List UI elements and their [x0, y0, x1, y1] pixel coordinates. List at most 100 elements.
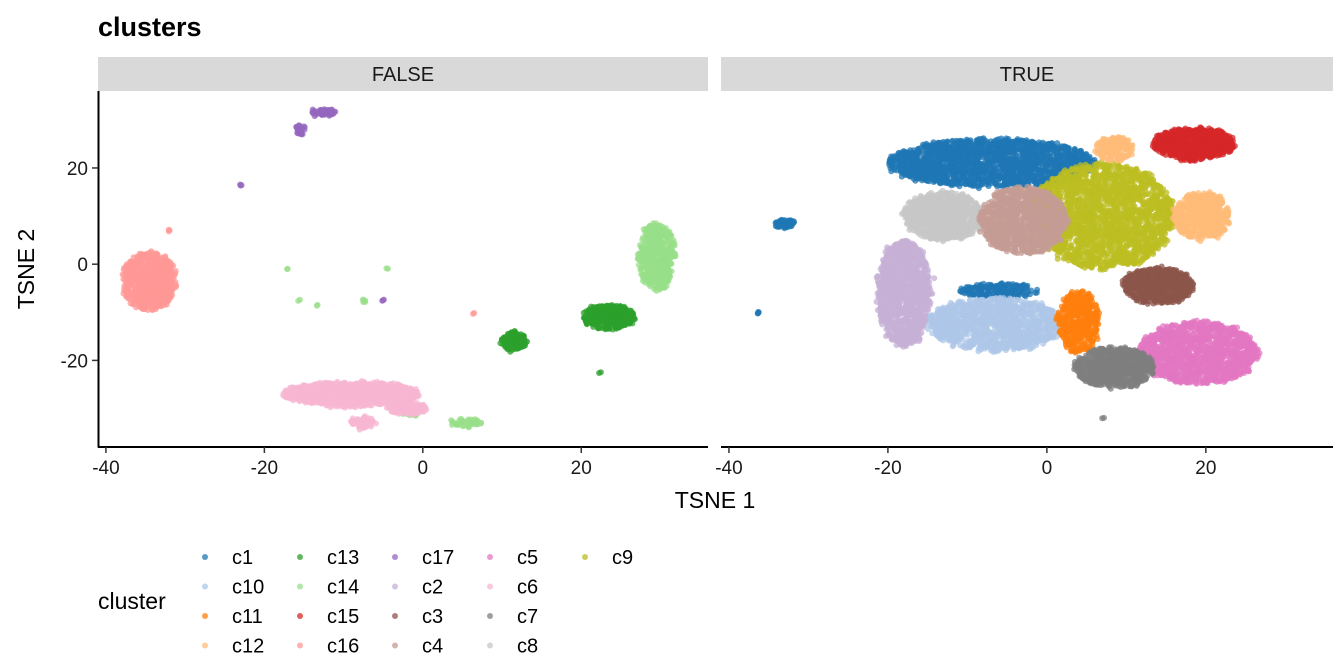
point-c16	[157, 279, 164, 286]
point-c6	[340, 393, 347, 400]
point-c16	[142, 291, 149, 298]
point-c16	[151, 253, 158, 260]
point-c17	[380, 297, 386, 304]
point-c6	[323, 396, 330, 403]
x-tick-label: 20	[571, 458, 592, 479]
point-c6	[345, 400, 352, 407]
point-c2	[916, 331, 923, 338]
point-c2	[912, 338, 918, 345]
point-c2	[898, 262, 905, 268]
point-c6	[359, 425, 366, 431]
point-c14	[313, 302, 320, 309]
point-c8	[952, 195, 959, 202]
point-c2	[903, 306, 910, 313]
point-c6	[325, 381, 332, 388]
point-c2	[900, 285, 906, 292]
point-c14	[668, 238, 675, 245]
point-c8	[916, 203, 923, 210]
x-tick-label: -20	[251, 458, 278, 479]
point-c13	[626, 319, 633, 326]
points-true	[754, 124, 1263, 422]
point-c2	[886, 302, 893, 309]
point-c2	[931, 275, 938, 282]
point-c16	[148, 290, 155, 297]
point-c8	[921, 207, 928, 214]
point-c6	[301, 398, 308, 405]
point-c2	[896, 241, 903, 248]
point-c2	[900, 270, 907, 277]
point-c14	[644, 249, 651, 256]
point-c8	[959, 191, 966, 197]
point-c2	[912, 307, 919, 314]
point-c13	[514, 345, 521, 352]
point-c16	[147, 267, 154, 274]
point-c8	[971, 223, 978, 230]
point-c2	[909, 255, 916, 262]
point-c16	[126, 269, 133, 276]
point-c13	[612, 307, 619, 314]
point-c16	[127, 276, 134, 283]
point-c16	[168, 268, 175, 275]
point-c17	[311, 113, 318, 120]
point-c16	[132, 262, 138, 269]
point-c2	[910, 276, 916, 283]
point-c13	[602, 325, 609, 332]
point-c6	[312, 394, 319, 401]
point-c13	[584, 308, 591, 315]
point-c8	[942, 210, 949, 217]
point-c17	[237, 182, 244, 189]
point-c14	[664, 255, 671, 262]
point-c2	[907, 330, 914, 336]
point-c6	[402, 389, 409, 396]
point-c6	[383, 389, 390, 396]
point-c6	[390, 404, 397, 411]
point-c14	[385, 265, 391, 272]
point-c14	[665, 266, 672, 273]
point-c17	[331, 108, 338, 115]
point-c6	[349, 415, 356, 422]
point-c2	[919, 284, 926, 291]
point-c6	[362, 382, 369, 389]
y-tick-label: 20	[67, 159, 88, 180]
point-c2	[884, 324, 891, 331]
point-c13	[593, 309, 600, 316]
point-c2	[918, 256, 925, 263]
point-c2	[924, 282, 931, 289]
point-c6	[318, 392, 325, 399]
point-c16	[128, 291, 135, 298]
point-c16	[133, 304, 140, 311]
y-tick-label: 0	[77, 255, 88, 276]
panel-true: TRUE -40 -20 0 20	[715, 57, 1333, 479]
point-c13	[604, 311, 611, 318]
x-tick-label: 0	[418, 458, 429, 479]
point-c14	[295, 297, 302, 304]
x-tick-label: -40	[92, 458, 119, 479]
point-c16	[143, 260, 150, 267]
point-c2	[915, 318, 922, 325]
point-c2	[889, 289, 896, 296]
point-c6	[306, 398, 313, 405]
point-c14	[664, 234, 671, 241]
point-c13	[515, 331, 522, 338]
point-c17	[319, 112, 326, 118]
strip-label-true: TRUE	[1000, 64, 1054, 86]
point-c6	[351, 401, 358, 407]
point-c2	[913, 289, 920, 296]
strip-false	[98, 57, 708, 91]
point-c8	[921, 197, 927, 204]
point-c8	[928, 206, 935, 213]
point-c2	[907, 323, 914, 330]
point-c8	[906, 212, 913, 218]
point-c8	[931, 222, 937, 229]
point-c13	[608, 319, 615, 326]
point-c14	[650, 255, 657, 262]
point-c8	[944, 234, 951, 241]
point-c13	[596, 370, 603, 376]
point-c16	[167, 276, 174, 283]
point-c14	[284, 265, 291, 272]
point-c6	[353, 393, 360, 400]
point-c14	[641, 275, 648, 282]
point-c14	[656, 229, 663, 236]
point-c14	[457, 415, 464, 422]
